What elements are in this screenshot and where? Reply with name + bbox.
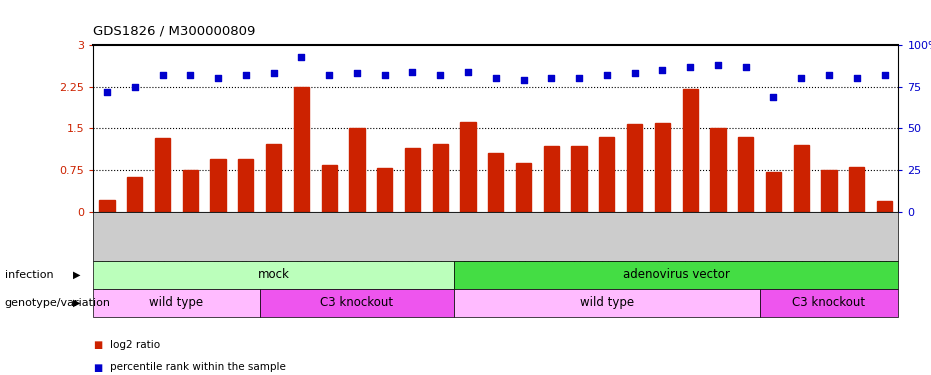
Point bbox=[849, 75, 864, 81]
Bar bbox=[405, 148, 420, 212]
Text: genotype/variation: genotype/variation bbox=[5, 298, 111, 308]
Point bbox=[182, 72, 197, 78]
Point bbox=[155, 72, 170, 78]
Text: C3 knockout: C3 knockout bbox=[792, 296, 866, 309]
Text: mock: mock bbox=[258, 268, 290, 281]
Point bbox=[572, 75, 587, 81]
Bar bbox=[738, 137, 753, 212]
Point bbox=[238, 72, 253, 78]
Point bbox=[682, 64, 697, 70]
Point bbox=[266, 70, 281, 76]
Bar bbox=[877, 201, 892, 212]
Point bbox=[322, 72, 337, 78]
Text: ▶: ▶ bbox=[73, 270, 80, 280]
Bar bbox=[155, 138, 170, 212]
Text: wild type: wild type bbox=[580, 296, 634, 309]
Point bbox=[377, 72, 392, 78]
Point bbox=[738, 64, 753, 70]
Point bbox=[294, 54, 309, 60]
Bar bbox=[100, 200, 115, 212]
Point bbox=[821, 72, 836, 78]
Point bbox=[627, 70, 642, 76]
Bar bbox=[210, 159, 225, 212]
Point bbox=[766, 94, 781, 100]
Point bbox=[100, 89, 115, 95]
Bar bbox=[600, 137, 614, 212]
Text: ■: ■ bbox=[93, 340, 102, 350]
Bar bbox=[182, 170, 198, 212]
Point bbox=[794, 75, 809, 81]
Text: GDS1826 / M300000809: GDS1826 / M300000809 bbox=[93, 24, 255, 38]
Point bbox=[516, 77, 531, 83]
Point bbox=[654, 67, 669, 73]
Text: percentile rank within the sample: percentile rank within the sample bbox=[110, 363, 286, 372]
Bar bbox=[821, 170, 837, 212]
Text: ▶: ▶ bbox=[73, 298, 80, 308]
Point bbox=[433, 72, 448, 78]
Point bbox=[544, 75, 559, 81]
Bar bbox=[516, 163, 532, 212]
Point bbox=[600, 72, 614, 78]
Bar bbox=[349, 128, 365, 212]
Text: wild type: wild type bbox=[149, 296, 204, 309]
Bar bbox=[238, 159, 253, 212]
Bar bbox=[572, 146, 587, 212]
Bar bbox=[766, 172, 781, 212]
Bar bbox=[266, 144, 281, 212]
Bar bbox=[294, 87, 309, 212]
Point bbox=[210, 75, 225, 81]
Point bbox=[461, 69, 476, 75]
Point bbox=[877, 72, 892, 78]
Text: infection: infection bbox=[5, 270, 53, 280]
Point bbox=[349, 70, 364, 76]
Bar bbox=[710, 128, 725, 212]
Bar bbox=[377, 168, 392, 212]
Point bbox=[405, 69, 420, 75]
Text: log2 ratio: log2 ratio bbox=[110, 340, 160, 350]
Text: adenovirus vector: adenovirus vector bbox=[623, 268, 730, 281]
Text: C3 knockout: C3 knockout bbox=[320, 296, 394, 309]
Bar bbox=[488, 153, 504, 212]
Point bbox=[128, 84, 142, 90]
Bar bbox=[128, 177, 142, 212]
Bar bbox=[321, 165, 337, 212]
Point bbox=[488, 75, 503, 81]
Bar bbox=[849, 167, 864, 212]
Bar bbox=[433, 144, 448, 212]
Bar bbox=[544, 146, 559, 212]
Bar bbox=[682, 90, 697, 212]
Text: ■: ■ bbox=[93, 363, 102, 372]
Bar bbox=[627, 124, 642, 212]
Bar bbox=[654, 123, 670, 212]
Bar bbox=[460, 122, 476, 212]
Bar bbox=[793, 145, 809, 212]
Point bbox=[710, 62, 725, 68]
